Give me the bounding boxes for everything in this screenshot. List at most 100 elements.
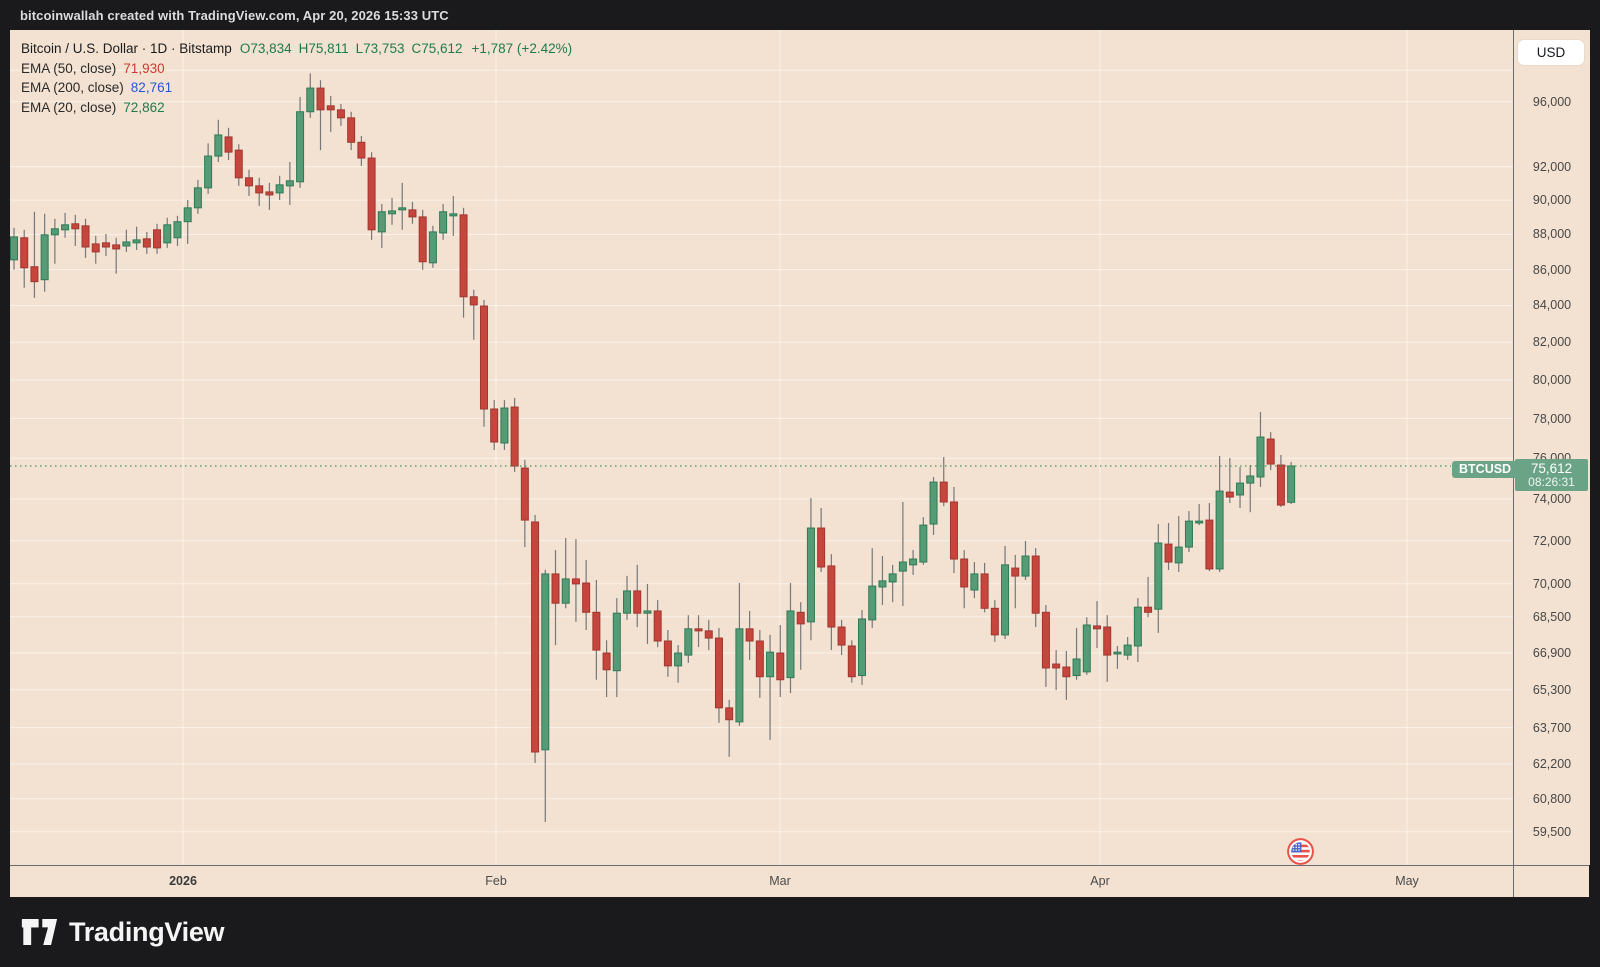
candle-body[interactable] [786, 610, 795, 679]
candle-body[interactable] [1154, 542, 1163, 610]
candle-body[interactable] [377, 211, 386, 233]
time-tick-label[interactable]: Apr [1090, 874, 1110, 888]
candle-body[interactable] [735, 628, 744, 723]
candle-body[interactable] [817, 527, 826, 568]
symbol-legend-row[interactable]: Bitcoin / U.S. Dollar · 1D · Bitstamp O73… [21, 39, 579, 59]
candle-body[interactable] [183, 207, 192, 223]
candle-body[interactable] [244, 177, 253, 187]
candle-body[interactable] [347, 117, 356, 143]
time-tick-label[interactable]: 2026 [169, 874, 197, 888]
candle-body[interactable] [479, 305, 488, 410]
candle-body[interactable] [1113, 651, 1122, 655]
candle-body[interactable] [428, 231, 437, 264]
candle-body[interactable] [663, 640, 672, 667]
candle-body[interactable] [336, 109, 345, 119]
candle-body[interactable] [1031, 555, 1040, 614]
candle-body[interactable] [623, 590, 632, 614]
candle-body[interactable] [91, 243, 100, 253]
candle-body[interactable] [1123, 644, 1132, 656]
candle-body[interactable] [469, 296, 478, 306]
candle-body[interactable] [265, 191, 274, 196]
candle-body[interactable] [418, 216, 427, 263]
time-tick-label[interactable]: Mar [769, 874, 791, 888]
candle-body[interactable] [1072, 658, 1081, 677]
candle-body[interactable] [500, 407, 509, 444]
candle-body[interactable] [674, 652, 683, 667]
candle-body[interactable] [1011, 567, 1020, 577]
candle-body[interactable] [490, 408, 499, 443]
candle-body[interactable] [1287, 465, 1296, 503]
candle-body[interactable] [193, 187, 202, 209]
candle-body[interactable] [101, 242, 110, 248]
candle-body[interactable] [1215, 490, 1224, 570]
candle-body[interactable] [643, 610, 652, 614]
candle-body[interactable] [1174, 546, 1183, 564]
candle-body[interactable] [132, 239, 141, 244]
candle-body[interactable] [398, 207, 407, 211]
candle-body[interactable] [561, 578, 570, 604]
candle-body[interactable] [1041, 611, 1050, 669]
candle-body[interactable] [234, 149, 243, 179]
candle-body[interactable] [837, 626, 846, 646]
candle-body[interactable] [510, 406, 519, 467]
candle-body[interactable] [142, 238, 151, 248]
candle-body[interactable] [929, 481, 938, 525]
candle-body[interactable] [1205, 519, 1214, 570]
candle-body[interactable] [582, 582, 591, 613]
candle-body[interactable] [1052, 663, 1061, 669]
candle-body[interactable] [592, 611, 601, 651]
candle-body[interactable] [520, 467, 529, 521]
candle-body[interactable] [224, 136, 233, 153]
candle-body[interactable] [112, 244, 121, 250]
candle-body[interactable] [745, 628, 754, 642]
candle-body[interactable] [275, 184, 284, 194]
candle-body[interactable] [806, 527, 815, 623]
currency-toggle-button[interactable]: USD [1518, 40, 1584, 65]
candle-body[interactable] [1062, 666, 1071, 678]
candle-body[interactable] [919, 524, 928, 563]
candle-body[interactable] [1164, 543, 1173, 563]
candle-body[interactable] [909, 558, 918, 566]
candle-body[interactable] [612, 612, 621, 672]
candle-body[interactable] [633, 590, 642, 614]
candle-body[interactable] [970, 573, 979, 591]
candle-body[interactable] [285, 180, 294, 187]
indicator-row[interactable]: EMA (20, close) 72,862 [21, 98, 579, 118]
symbol-title[interactable]: Bitcoin / U.S. Dollar · 1D · Bitstamp [21, 41, 232, 56]
candle-body[interactable] [878, 580, 887, 588]
candle-body[interactable] [990, 607, 999, 636]
candle-body[interactable] [1021, 555, 1030, 577]
candle-body[interactable] [1093, 625, 1102, 630]
candle-body[interactable] [163, 224, 172, 244]
candle-body[interactable] [766, 651, 775, 678]
candle-body[interactable] [1276, 464, 1285, 506]
candle-body[interactable] [316, 87, 325, 111]
candle-body[interactable] [255, 185, 264, 194]
candle-body[interactable] [1082, 624, 1091, 673]
candle-body[interactable] [153, 229, 162, 249]
candle-body[interactable] [1001, 564, 1010, 636]
candle-body[interactable] [776, 652, 785, 681]
candle-body[interactable] [796, 611, 805, 625]
candle-body[interactable] [1184, 520, 1193, 548]
price-line-symbol-tag[interactable]: BTCUSD [1452, 460, 1519, 478]
candle-body[interactable] [388, 210, 397, 215]
candlestick-plot[interactable] [10, 30, 1513, 865]
candle-body[interactable] [980, 573, 989, 609]
candle-body[interactable] [408, 209, 417, 218]
candle-body[interactable] [50, 228, 59, 236]
us-flag-icon[interactable] [1287, 838, 1314, 870]
candle-body[interactable] [827, 565, 836, 628]
candle-body[interactable] [725, 707, 734, 721]
indicator-row[interactable]: EMA (200, close) 82,761 [21, 78, 579, 98]
candle-body[interactable] [449, 213, 458, 217]
time-tick-label[interactable]: Feb [485, 874, 507, 888]
candle-body[interactable] [1133, 606, 1142, 647]
candle-body[interactable] [367, 157, 376, 231]
candle-body[interactable] [847, 645, 856, 678]
chart-panel[interactable]: Bitcoin / U.S. Dollar · 1D · Bitstamp O73… [10, 30, 1590, 898]
candle-body[interactable] [755, 640, 764, 678]
candle-body[interactable] [81, 225, 90, 248]
time-axis[interactable]: 2026 Feb Mar Apr May [10, 865, 1589, 898]
candle-body[interactable] [1236, 482, 1245, 496]
